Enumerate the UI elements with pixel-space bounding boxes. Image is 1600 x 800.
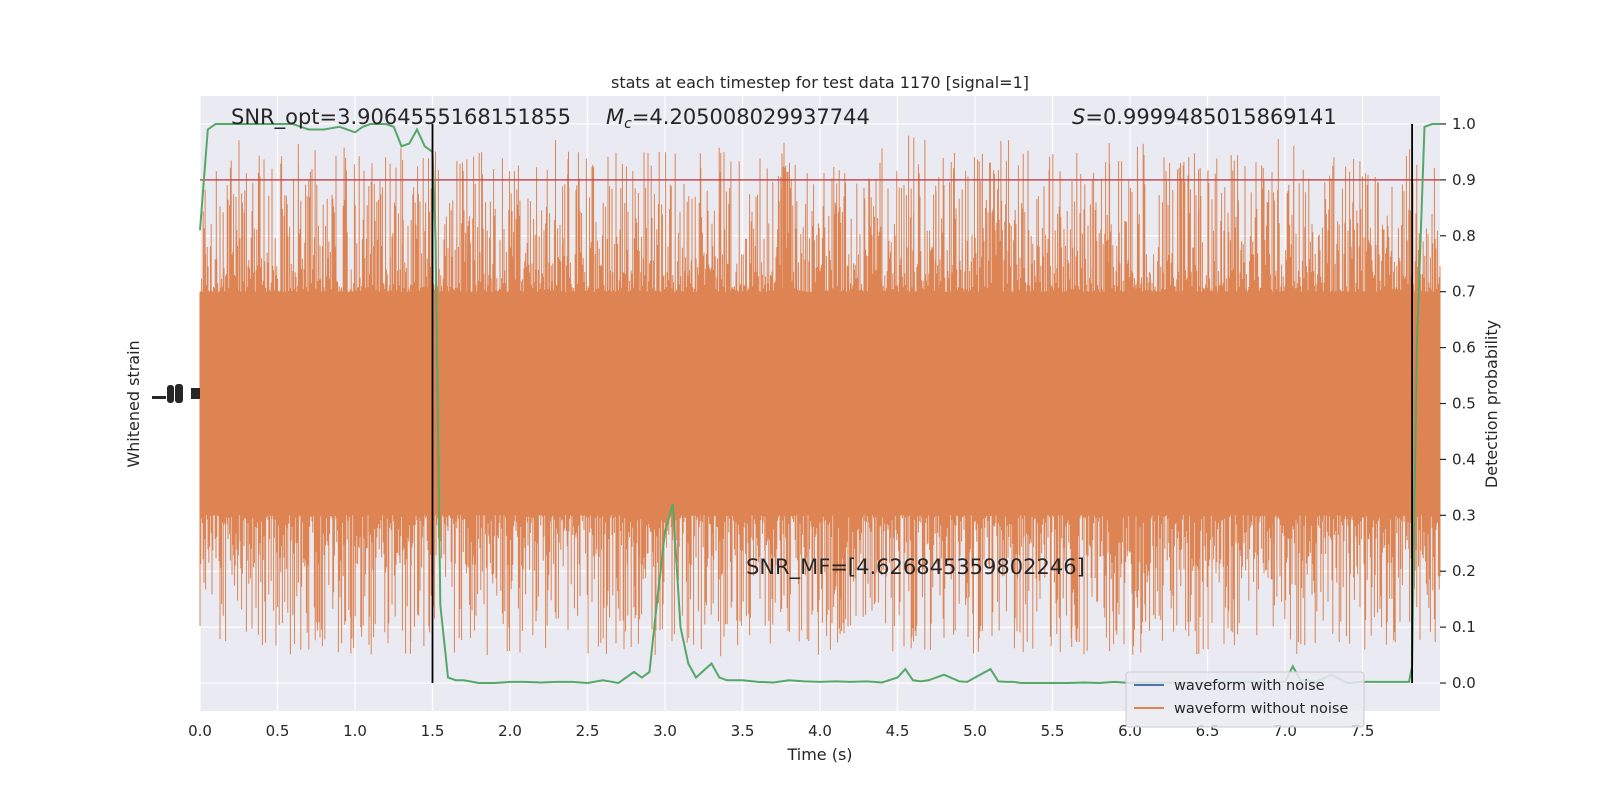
x-tick-label: 3.5 (731, 722, 755, 740)
left-axis-tick-blob (167, 385, 174, 403)
s-symbol: S (1072, 105, 1085, 129)
waveform-without-noise-series (199, 135, 1441, 657)
chirp-mass-subscript: c (624, 116, 632, 132)
x-tick-label: 0.5 (266, 722, 290, 740)
x-axis-label: Time (s) (786, 745, 852, 764)
y-tick-label: 0.5 (1452, 395, 1476, 413)
left-y-axis-label: Whitened strain (124, 340, 143, 467)
left-axis-overlapping-ticks (152, 384, 200, 403)
left-axis-tick-blob (175, 384, 183, 403)
legend-box (1125, 671, 1365, 728)
y-tick-label: 0.6 (1452, 339, 1476, 357)
y-tick-label: 0.7 (1452, 283, 1476, 301)
x-tick-label: 2.0 (498, 722, 522, 740)
right-y-axis-ticks: 0.0 0.1 0.2 0.3 0.4 0.5 0.6 0.7 0.8 0.9 1.0 (1440, 115, 1476, 692)
x-tick-label: 0.0 (188, 722, 212, 740)
y-tick-label: 1.0 (1452, 115, 1476, 133)
legend: waveform with noise waveform without noi… (1125, 671, 1365, 728)
snr-opt-annotation: SNR_opt=3.9064555168151855 (231, 105, 571, 130)
y-tick-label: 0.2 (1452, 562, 1476, 580)
chirp-mass-annotation: Mc=4.205008029937744 (606, 105, 870, 132)
x-tick-label: 3.0 (653, 722, 677, 740)
y-tick-label: 0.9 (1452, 171, 1476, 189)
legend-label-without-noise: waveform without noise (1174, 701, 1348, 717)
y-tick-label: 0.4 (1452, 450, 1476, 468)
chart-title: stats at each timestep for test data 117… (611, 73, 1029, 92)
chirp-mass-value: =4.205008029937744 (632, 105, 870, 129)
x-tick-label: 2.5 (576, 722, 600, 740)
y-tick-label: 0.1 (1452, 618, 1476, 636)
x-tick-label: 4.0 (808, 722, 832, 740)
x-tick-label: 5.5 (1041, 722, 1065, 740)
snr-mf-annotation: SNR_MF=[4.626845359802246] (746, 555, 1085, 580)
x-tick-label: 5.0 (963, 722, 987, 740)
x-tick-label: 1.0 (343, 722, 367, 740)
y-tick-label: 0.0 (1452, 674, 1476, 692)
s-annotation: S=0.9999485015869141 (1072, 105, 1337, 129)
chirp-mass-symbol: M (606, 105, 624, 129)
x-tick-label: 4.5 (886, 722, 910, 740)
waveform-without-noise-line (199, 135, 1441, 657)
left-axis-tick-blob (152, 396, 166, 399)
x-tick-label: 1.5 (421, 722, 445, 740)
s-value: =0.9999485015869141 (1085, 105, 1336, 129)
y-tick-label: 0.3 (1452, 506, 1476, 524)
left-axis-tick-blob (191, 388, 200, 399)
vertical-marker-lines (431, 123, 1413, 684)
legend-label-with-noise: waveform with noise (1174, 678, 1325, 694)
y-tick-label: 0.8 (1452, 227, 1476, 245)
right-y-axis-label: Detection probability (1482, 320, 1501, 488)
